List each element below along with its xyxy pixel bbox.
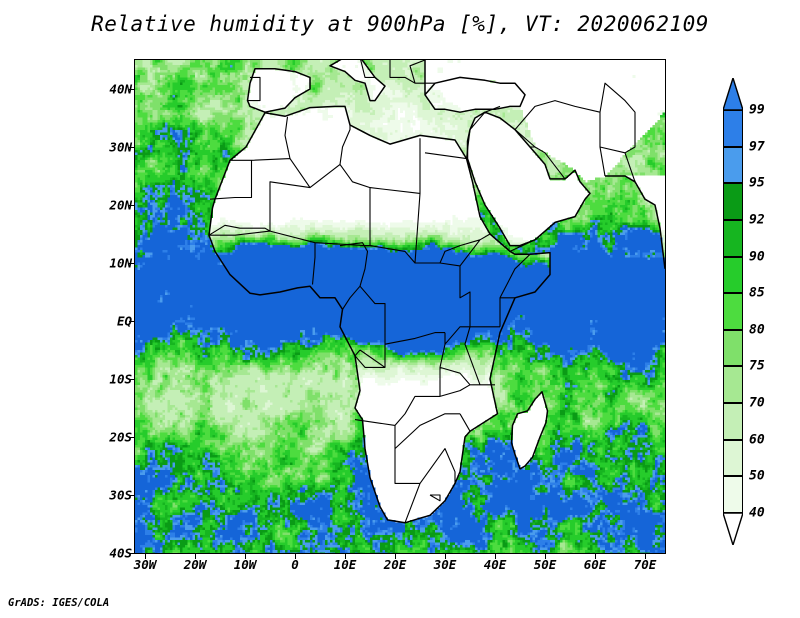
colorbar-low-arrow [722, 512, 744, 548]
colorbar-segment [723, 439, 743, 477]
lon-tick-mark [445, 553, 446, 559]
page-title: Relative humidity at 900hPa [%], VT: 202… [91, 12, 709, 36]
lat-tick-label: 40N [109, 81, 132, 97]
lat-tick-label: 20S [109, 429, 132, 445]
lat-tick-mark [129, 89, 135, 90]
attribution-label: GrADS: IGES/COLA [8, 597, 110, 609]
lon-tick-label: 50E [533, 557, 557, 572]
lat-tick-mark [129, 553, 135, 554]
lon-tick-mark [295, 553, 296, 559]
lon-tick-label: 70E [633, 557, 657, 572]
lon-tick-mark [145, 553, 146, 559]
colorbar-tick-label: 90 [749, 249, 765, 265]
lon-tick-mark [495, 553, 496, 559]
lat-tick-label: 30S [109, 487, 132, 503]
colorbar-segment [723, 110, 743, 147]
lat-tick-label: EQ [116, 313, 132, 329]
lon-tick-label: 60E [583, 557, 607, 572]
lat-tick-label: 30N [109, 139, 132, 155]
colorbar-segment [723, 366, 743, 404]
colorbar-tick-label: 80 [749, 322, 765, 338]
lon-tick-label: 10E [333, 557, 357, 572]
colorbar-tick-label: 60 [749, 432, 765, 448]
lon-tick-label: 10W [233, 557, 257, 572]
colorbar-segment [723, 293, 743, 330]
lon-tick-label: 40E [483, 557, 507, 572]
colorbar[interactable]: 40 50 60 70 75 80 85 90 92 95 97 99 [722, 75, 765, 548]
colorbar-segment [723, 403, 743, 440]
lat-tick-label: 10S [109, 371, 132, 387]
lat-tick-label: 20N [109, 197, 132, 213]
lat-tick-mark [129, 263, 135, 264]
colorbar-tick-label: 92 [749, 212, 765, 228]
map-plot-area [134, 59, 666, 554]
lat-tick-mark [129, 437, 135, 438]
coastline-overlay [208, 60, 665, 524]
colorbar-high-arrow [722, 75, 744, 111]
colorbar-segment [723, 329, 743, 367]
lon-tick-mark [645, 553, 646, 559]
colorbar-tick-label: 75 [749, 358, 765, 374]
lat-tick-label: 40S [109, 545, 132, 561]
colorbar-tick-label: 97 [749, 139, 765, 155]
colorbar-segment [723, 183, 743, 220]
colorbar-segment [723, 256, 743, 294]
lon-tick-mark [195, 553, 196, 559]
lat-tick-mark [129, 495, 135, 496]
lon-tick-mark [595, 553, 596, 559]
lat-tick-label: 10N [109, 255, 132, 271]
colorbar-segment [723, 219, 743, 257]
lat-tick-mark [129, 205, 135, 206]
lon-tick-mark [395, 553, 396, 559]
colorbar-segment [723, 146, 743, 184]
lon-tick-mark [245, 553, 246, 559]
lon-tick-label: 20W [183, 557, 207, 572]
colorbar-tick-label: 70 [749, 395, 765, 411]
humidity-field [135, 60, 665, 553]
humidity-raster [135, 60, 665, 553]
lat-tick-mark [129, 321, 135, 322]
lon-tick-label: 30W [133, 557, 157, 572]
colorbar-tick-label: 40 [749, 505, 765, 521]
colorbar-tick-label: 50 [749, 468, 765, 484]
lon-tick-label: 0 [291, 557, 299, 572]
lon-tick-label: 20E [383, 557, 407, 572]
colorbar-tick-label: 99 [749, 102, 765, 118]
lat-tick-mark [129, 147, 135, 148]
lon-tick-mark [345, 553, 346, 559]
lon-tick-mark [545, 553, 546, 559]
colorbar-segment [723, 476, 743, 513]
lon-tick-label: 30E [433, 557, 457, 572]
colorbar-tick-label: 85 [749, 285, 765, 301]
colorbar-tick-label: 95 [749, 175, 765, 191]
lat-tick-mark [129, 379, 135, 380]
